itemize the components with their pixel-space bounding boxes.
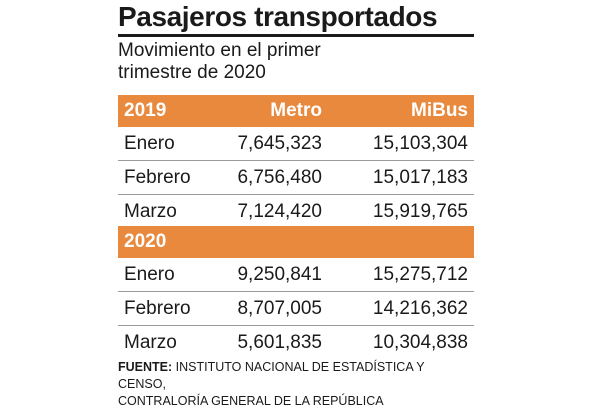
row-divider <box>118 194 474 195</box>
month-cell: Febrero <box>124 298 191 319</box>
table-row: Febrero 6,756,480 15,017,183 <box>118 161 474 195</box>
table-row: Enero 9,250,841 15,275,712 <box>118 258 474 292</box>
year-header-2019: 2019 Metro MiBus <box>118 95 474 127</box>
row-divider <box>118 160 474 161</box>
column-header-mibus: MiBus <box>411 100 468 121</box>
source-label: FUENTE: <box>118 360 173 374</box>
table-row: Marzo 5,601,835 10,304,838 <box>118 326 474 360</box>
mibus-cell: 15,275,712 <box>372 264 468 285</box>
mibus-cell: 15,103,304 <box>372 133 468 154</box>
year-header-2020: 2020 <box>118 226 474 258</box>
mibus-cell: 10,304,838 <box>372 332 468 353</box>
row-divider <box>118 291 474 292</box>
table-row: Enero 7,645,323 15,103,304 <box>118 127 474 161</box>
mibus-cell: 15,919,765 <box>372 201 468 222</box>
metro-cell: 6,756,480 <box>237 167 322 188</box>
metro-cell: 5,601,835 <box>237 332 322 353</box>
mibus-cell: 15,017,183 <box>372 167 468 188</box>
source-note: FUENTE: INSTITUTO NACIONAL DE ESTADÍSTIC… <box>118 359 474 410</box>
year-label: 2019 <box>124 100 167 121</box>
metro-cell: 9,250,841 <box>237 264 322 285</box>
table-row: Febrero 8,707,005 14,216,362 <box>118 292 474 326</box>
month-cell: Enero <box>124 264 175 285</box>
subtitle: Movimiento en el primer trimestre de 202… <box>118 40 474 84</box>
row-divider <box>118 325 474 326</box>
page-title: Pasajeros transportados <box>118 1 438 32</box>
subtitle-line-2: trimestre de 2020 <box>118 62 266 83</box>
column-header-metro: Metro <box>270 100 322 121</box>
source-text-2: CONTRALORÍA GENERAL DE LA REPÚBLICA <box>118 394 384 408</box>
month-cell: Marzo <box>124 332 177 353</box>
source-line-1: FUENTE: INSTITUTO NACIONAL DE ESTADÍSTIC… <box>118 359 474 393</box>
subtitle-line-1: Movimiento en el primer <box>118 40 321 61</box>
month-cell: Febrero <box>124 167 191 188</box>
month-cell: Enero <box>124 133 175 154</box>
metro-cell: 7,645,323 <box>237 133 322 154</box>
table-row: Marzo 7,124,420 15,919,765 <box>118 195 474 229</box>
metro-cell: 8,707,005 <box>237 298 322 319</box>
source-text-1: INSTITUTO NACIONAL DE ESTADÍSTICA Y CENS… <box>118 360 425 391</box>
metro-cell: 7,124,420 <box>237 201 322 222</box>
year-label: 2020 <box>124 231 167 252</box>
mibus-cell: 14,216,362 <box>372 298 468 319</box>
title-divider <box>118 34 474 37</box>
month-cell: Marzo <box>124 201 177 222</box>
